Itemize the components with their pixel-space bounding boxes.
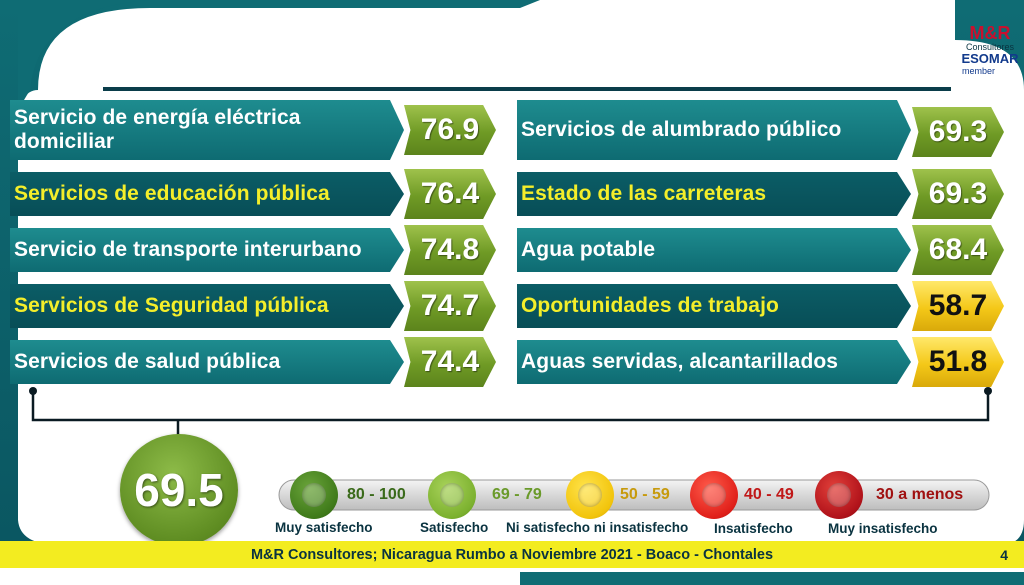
- legend-dot-very-dissatisfied: [815, 471, 863, 519]
- page-number: 4: [1000, 546, 1008, 563]
- service-name: Servicios de educación pública: [14, 182, 330, 205]
- score-badge: 76.4: [404, 169, 496, 219]
- legend-range: 50 - 59: [620, 486, 670, 503]
- service-name: Agua potable: [521, 238, 656, 261]
- service-row-label: Servicios de educación pública: [10, 172, 404, 216]
- footer-source: M&R Consultores; Nicaragua Rumbo a Novie…: [250, 546, 774, 563]
- logo-association: ESOMAR: [961, 51, 1019, 66]
- service-name: Servicio de transporte interurbano: [14, 238, 362, 261]
- service-row-label: Servicios de salud pública: [10, 340, 404, 384]
- score-badge: 58.7: [912, 281, 1004, 331]
- legend-range: 69 - 79: [492, 486, 542, 503]
- service-name: Servicios de Seguridad pública: [14, 294, 329, 317]
- footer-bar: M&R Consultores; Nicaragua Rumbo a Novie…: [0, 541, 1024, 568]
- legend-range: 80 - 100: [347, 486, 406, 503]
- service-row-label: Servicio de transporte interurbano: [10, 228, 404, 272]
- legend-dot-neutral: [566, 471, 614, 519]
- logo-company-name: M&R: [969, 23, 1011, 43]
- service-row-label: Agua potable: [517, 228, 911, 272]
- service-row-label: Servicios de Seguridad pública: [10, 284, 404, 328]
- score-badge: 74.4: [404, 337, 496, 387]
- legend-caption: Muy insatisfecho: [828, 521, 938, 536]
- service-name: Estado de las carreteras: [521, 182, 767, 205]
- logo-membership: member: [962, 66, 996, 76]
- legend-dot-very-satisfied: [290, 471, 338, 519]
- score-badge: 74.7: [404, 281, 496, 331]
- legend-caption: Satisfecho: [420, 520, 489, 535]
- service-name: Servicios de salud pública: [14, 350, 281, 373]
- service-row-label: Servicio de energía eléctrica domiciliar: [10, 100, 404, 160]
- legend-dot-satisfied: [428, 471, 476, 519]
- score-badge: 69.3: [912, 169, 1004, 219]
- score-badge: 68.4: [912, 225, 1004, 275]
- service-name: Servicios de alumbrado público: [521, 118, 842, 141]
- legend-dot-dissatisfied: [690, 471, 738, 519]
- legend-caption: Muy satisfecho: [275, 520, 373, 535]
- service-row-label: Aguas servidas, alcantarillados: [517, 340, 911, 384]
- service-row-label: Estado de las carreteras: [517, 172, 911, 216]
- service-name: Aguas servidas, alcantarillados: [521, 350, 839, 373]
- logo-subtitle: Consultores: [965, 42, 1015, 52]
- legend-caption: Insatisfecho: [714, 521, 793, 536]
- legend-caption: Ni satisfecho ni insatisfecho: [506, 520, 689, 535]
- service-row-label: Servicios de alumbrado público: [517, 100, 911, 160]
- score-badge: 69.3: [912, 107, 1004, 157]
- score-badge: 74.8: [404, 225, 496, 275]
- legend-range: 30 a menos: [876, 486, 964, 503]
- service-name: Servicio de energía eléctrica domiciliar: [14, 106, 301, 153]
- legend-range: 40 - 49: [744, 486, 794, 503]
- score-badge: 76.9: [404, 105, 496, 155]
- service-name: Oportunidades de trabajo: [521, 294, 779, 317]
- service-row-label: Oportunidades de trabajo: [517, 284, 911, 328]
- score-badge: 51.8: [912, 337, 1004, 387]
- company-logo: M&R Consultores ESOMAR member: [958, 0, 1022, 82]
- overall-score-badge: 69.5: [120, 434, 238, 546]
